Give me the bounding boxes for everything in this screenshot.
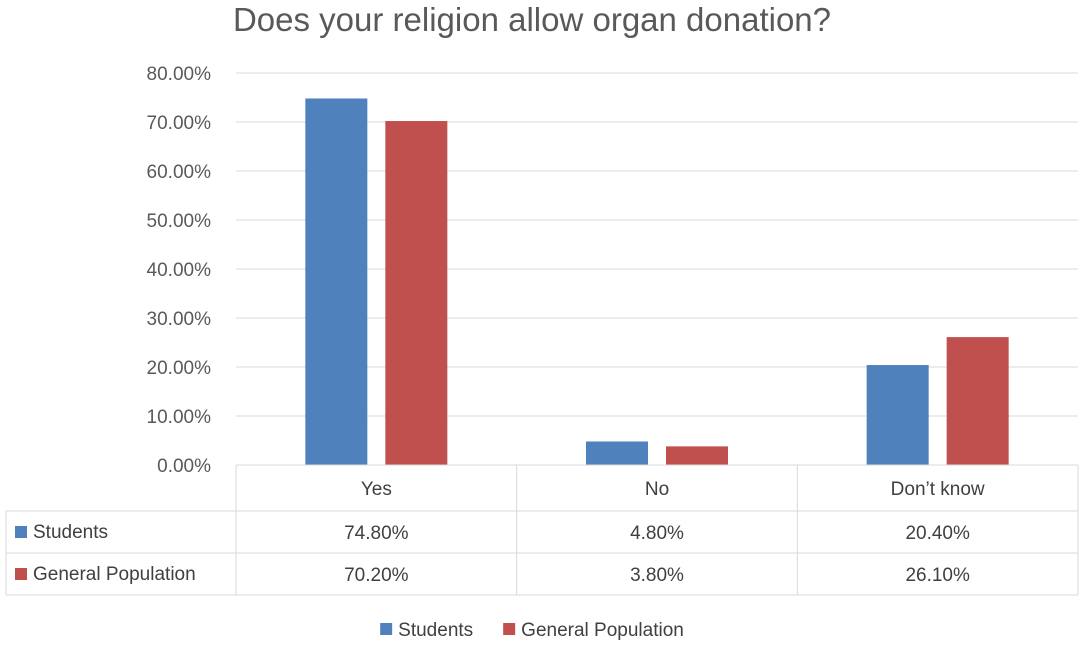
data-label: 70.20% (344, 565, 409, 586)
y-axis-tick-labels: 0.00% 10.00% 20.00% 30.00% 40.00% 50.00% 60.00… (147, 64, 212, 477)
data-label: 4.80% (630, 523, 684, 544)
bar-students-don-t-know (866, 365, 929, 465)
x-tick-label: No (645, 479, 669, 500)
chart-title: Does your religion allow organ donation? (233, 1, 831, 38)
data-label: 74.80% (344, 523, 409, 544)
gridlines (236, 72, 1078, 417)
y-tick-label: 10.00% (147, 407, 212, 428)
table-series-name: Students (33, 522, 108, 543)
legend-swatch (380, 623, 393, 635)
y-tick-label: 40.00% (147, 260, 212, 281)
data-label: 26.10% (905, 565, 970, 586)
table-legend-key (15, 526, 27, 538)
y-tick-label: 80.00% (147, 64, 212, 85)
legend-label: Students (398, 620, 473, 641)
y-tick-label: 20.00% (147, 358, 212, 379)
y-tick-label: 0.00% (157, 456, 211, 477)
bars (305, 98, 1009, 466)
y-tick-label: 50.00% (147, 211, 212, 232)
bar-general-population-no (666, 446, 728, 465)
bar-general-population-yes (385, 121, 448, 466)
bar-students-no (586, 441, 648, 465)
y-tick-label: 70.00% (147, 113, 212, 134)
bar-students-yes (305, 98, 368, 465)
x-tick-label: Don’t know (891, 479, 985, 500)
x-tick-label: Yes (361, 479, 392, 500)
table-legend-key (15, 568, 27, 580)
y-tick-label: 30.00% (147, 309, 212, 330)
data-label: 3.80% (630, 565, 684, 586)
legend: Students General Population (380, 620, 684, 641)
legend-swatch (503, 623, 516, 635)
legend-label: General Population (521, 620, 684, 641)
data-table: Yes No Don’t know Students 74.80% 4.80% 20.40%… (5, 464, 1079, 596)
table-series-name: General Population (33, 564, 196, 585)
data-label: 20.40% (905, 523, 970, 544)
y-tick-label: 60.00% (147, 162, 212, 183)
bar-general-population-don-t-know (946, 337, 1009, 465)
legend-item-students: Students (380, 620, 473, 641)
legend-item-general-population: General Population (503, 620, 684, 641)
